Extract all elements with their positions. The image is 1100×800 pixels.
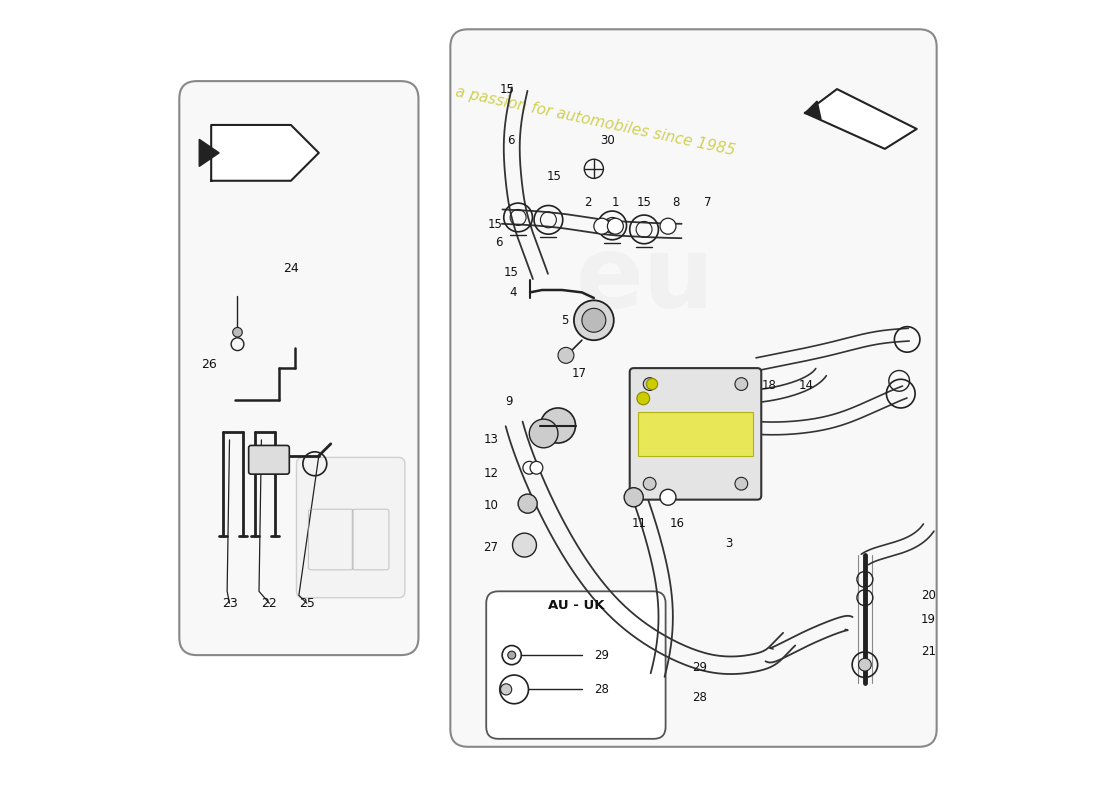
Text: 15: 15: [503, 266, 518, 279]
FancyBboxPatch shape: [486, 591, 666, 739]
Bar: [638, 412, 754, 456]
Text: 27: 27: [483, 541, 498, 554]
Circle shape: [660, 218, 676, 234]
Circle shape: [624, 488, 644, 507]
Text: 14: 14: [799, 379, 814, 392]
Text: 21: 21: [921, 645, 936, 658]
Circle shape: [558, 347, 574, 363]
Text: 7: 7: [704, 196, 712, 209]
Circle shape: [594, 218, 609, 234]
Text: eu: eu: [576, 232, 715, 329]
Circle shape: [644, 378, 656, 390]
Text: 2: 2: [584, 196, 592, 209]
Text: a passion for automobiles since 1985: a passion for automobiles since 1985: [454, 84, 737, 158]
Circle shape: [522, 462, 536, 474]
Circle shape: [233, 327, 242, 337]
Circle shape: [529, 419, 558, 448]
Text: 15: 15: [637, 196, 651, 209]
Circle shape: [644, 478, 656, 490]
Text: 11: 11: [631, 517, 647, 530]
Text: 17: 17: [572, 367, 587, 380]
Text: 4: 4: [509, 286, 517, 299]
Circle shape: [660, 490, 676, 506]
Circle shape: [513, 533, 537, 557]
Text: 15: 15: [499, 82, 514, 95]
FancyBboxPatch shape: [297, 458, 405, 598]
Text: AU - UK: AU - UK: [548, 599, 604, 612]
Text: 6: 6: [507, 134, 514, 147]
Text: 19: 19: [921, 613, 936, 626]
Text: 23: 23: [221, 597, 238, 610]
Circle shape: [530, 462, 542, 474]
Text: 15: 15: [487, 218, 503, 231]
Text: 5: 5: [561, 314, 568, 326]
Circle shape: [518, 494, 537, 514]
Text: 15: 15: [547, 170, 561, 183]
Circle shape: [647, 378, 658, 390]
Text: 22: 22: [262, 597, 277, 610]
Circle shape: [858, 658, 871, 671]
Text: 12: 12: [483, 467, 498, 480]
Polygon shape: [211, 125, 319, 181]
Text: 24: 24: [283, 262, 299, 275]
Text: 3: 3: [725, 537, 733, 550]
Text: 18: 18: [761, 379, 777, 392]
Circle shape: [574, 300, 614, 340]
FancyBboxPatch shape: [450, 30, 937, 746]
Text: 10: 10: [483, 498, 498, 512]
Circle shape: [735, 478, 748, 490]
Circle shape: [637, 392, 650, 405]
Text: 16: 16: [670, 517, 685, 530]
Text: 20: 20: [921, 589, 936, 602]
Polygon shape: [805, 101, 821, 119]
Text: 1: 1: [612, 196, 619, 209]
Circle shape: [735, 378, 748, 390]
Text: 29: 29: [692, 661, 707, 674]
Circle shape: [540, 408, 575, 443]
Text: 9: 9: [505, 395, 513, 408]
Circle shape: [607, 218, 624, 234]
Text: 13: 13: [483, 434, 498, 446]
Text: 8: 8: [672, 196, 680, 209]
Text: 26: 26: [201, 358, 217, 370]
Text: 28: 28: [594, 683, 608, 696]
Circle shape: [582, 308, 606, 332]
Text: 30: 30: [600, 134, 615, 147]
Polygon shape: [199, 139, 219, 166]
FancyBboxPatch shape: [179, 81, 418, 655]
Text: 25: 25: [299, 597, 315, 610]
FancyBboxPatch shape: [249, 446, 289, 474]
Text: 29: 29: [594, 649, 608, 662]
Circle shape: [508, 651, 516, 659]
Polygon shape: [805, 89, 916, 149]
Text: 6: 6: [495, 236, 503, 249]
Text: 28: 28: [692, 691, 707, 704]
FancyBboxPatch shape: [629, 368, 761, 500]
Circle shape: [500, 684, 512, 695]
